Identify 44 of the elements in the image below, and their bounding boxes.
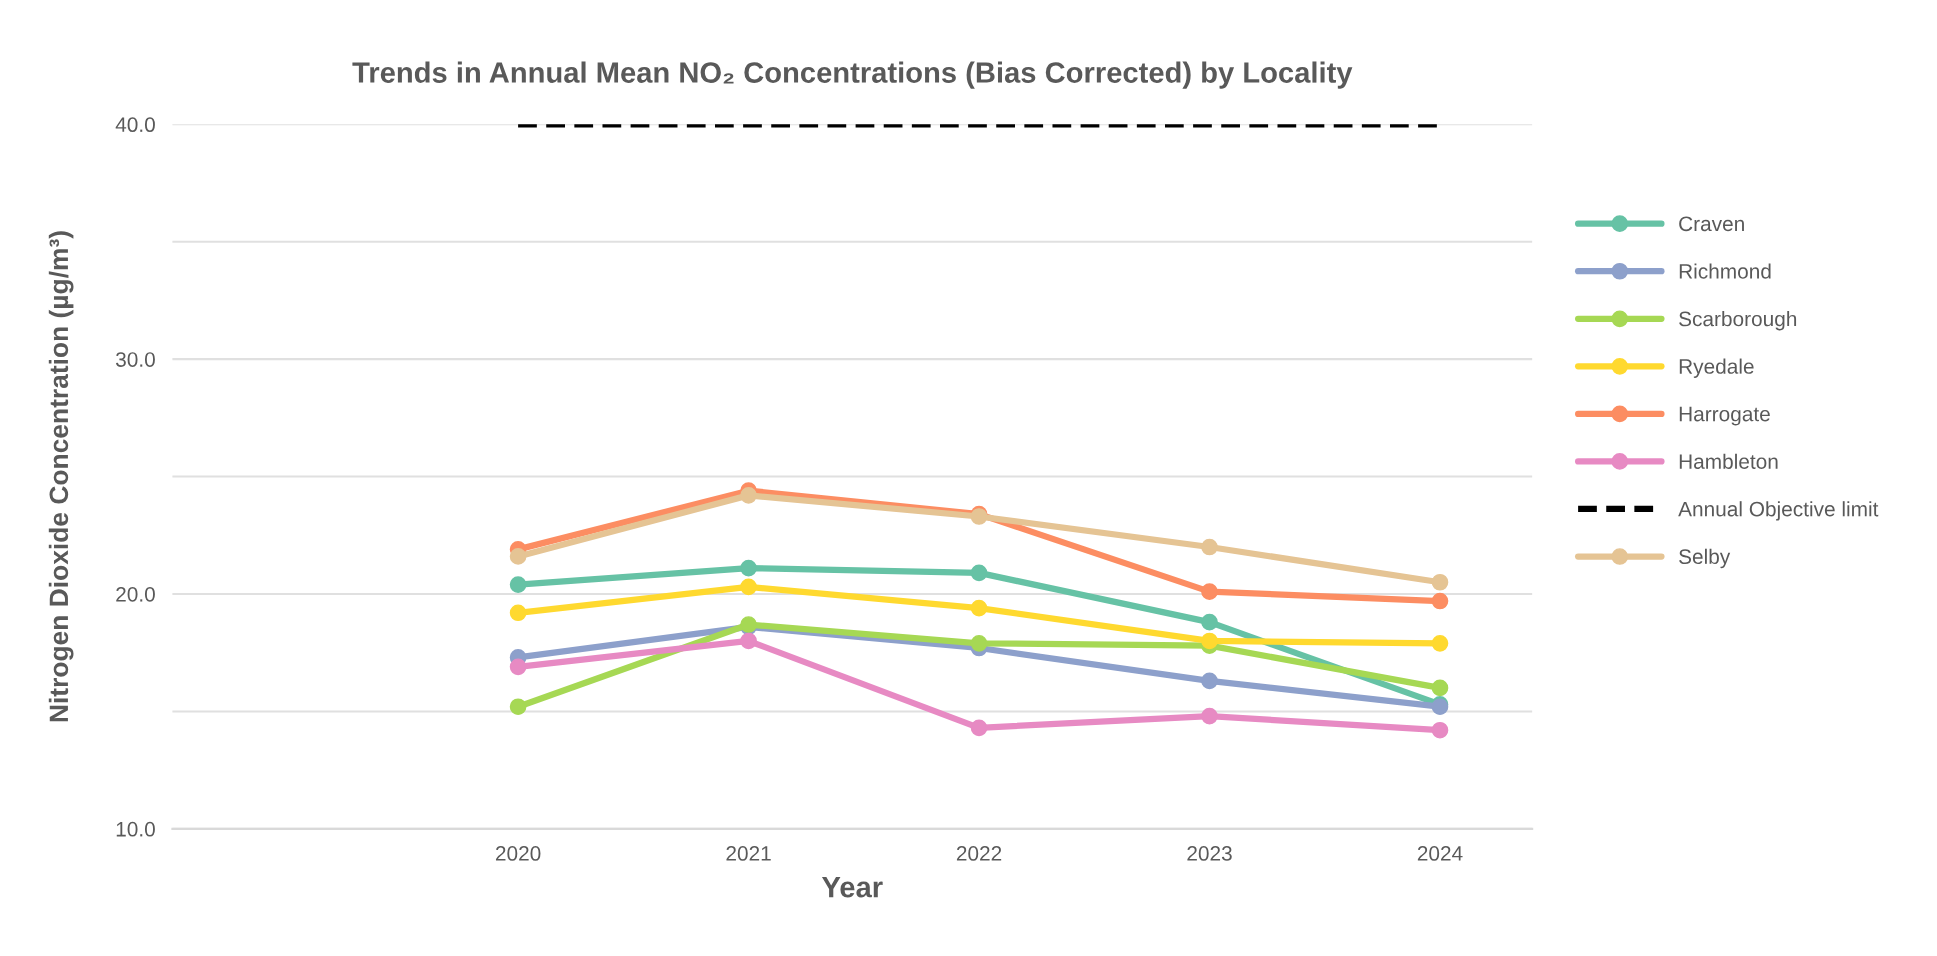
point — [1201, 538, 1218, 556]
point — [740, 559, 757, 577]
x-axis-title: Year — [821, 877, 883, 898]
legend-label: Richmond — [1679, 263, 1771, 279]
legend-label: Craven — [1679, 216, 1744, 232]
point — [970, 719, 988, 737]
y-tick-label: 20.0 — [116, 587, 155, 602]
x-tick-label: 2024 — [1417, 846, 1463, 861]
point — [1201, 707, 1218, 725]
y-tick-label: 40.0 — [115, 117, 155, 133]
point — [1201, 672, 1218, 690]
legend-label: Scarborough — [1679, 310, 1797, 331]
point — [970, 634, 988, 652]
point — [740, 578, 757, 596]
point — [970, 599, 988, 617]
point — [740, 487, 757, 504]
point — [970, 564, 988, 582]
point — [740, 632, 757, 650]
x-tick-label: 2023 — [1187, 846, 1232, 861]
point — [1431, 573, 1449, 591]
point — [509, 548, 527, 565]
point — [1201, 613, 1218, 631]
point — [509, 576, 527, 593]
legend-label: Annual Objective limit — [1678, 501, 1879, 521]
x-tick-label: 2022 — [956, 846, 1002, 861]
point — [1431, 679, 1449, 697]
x-tick-label: 2020 — [495, 846, 541, 861]
point — [1201, 632, 1218, 650]
point — [1431, 721, 1449, 739]
chart-title: Trends in Annual Mean NO₂ Concentrations (Bias Corrected) by Locality — [352, 61, 1353, 89]
x-tick-label: 2021 — [726, 846, 771, 861]
point — [1431, 592, 1449, 610]
legend-label: Hambleton — [1679, 453, 1778, 469]
point — [509, 658, 527, 676]
point — [509, 604, 527, 622]
point — [1201, 583, 1218, 600]
y-axis-title: Nitrogen Dioxide Concentration (µg/m³) — [48, 231, 74, 722]
legend-label: Harrogate — [1679, 406, 1770, 426]
y-tick-label: 10.0 — [116, 821, 155, 837]
legend-label: Ryedale — [1679, 358, 1754, 378]
legend-label: Selby — [1679, 548, 1731, 569]
y-tick-label: 30.0 — [115, 352, 155, 367]
point — [509, 698, 527, 716]
point — [1431, 634, 1449, 652]
